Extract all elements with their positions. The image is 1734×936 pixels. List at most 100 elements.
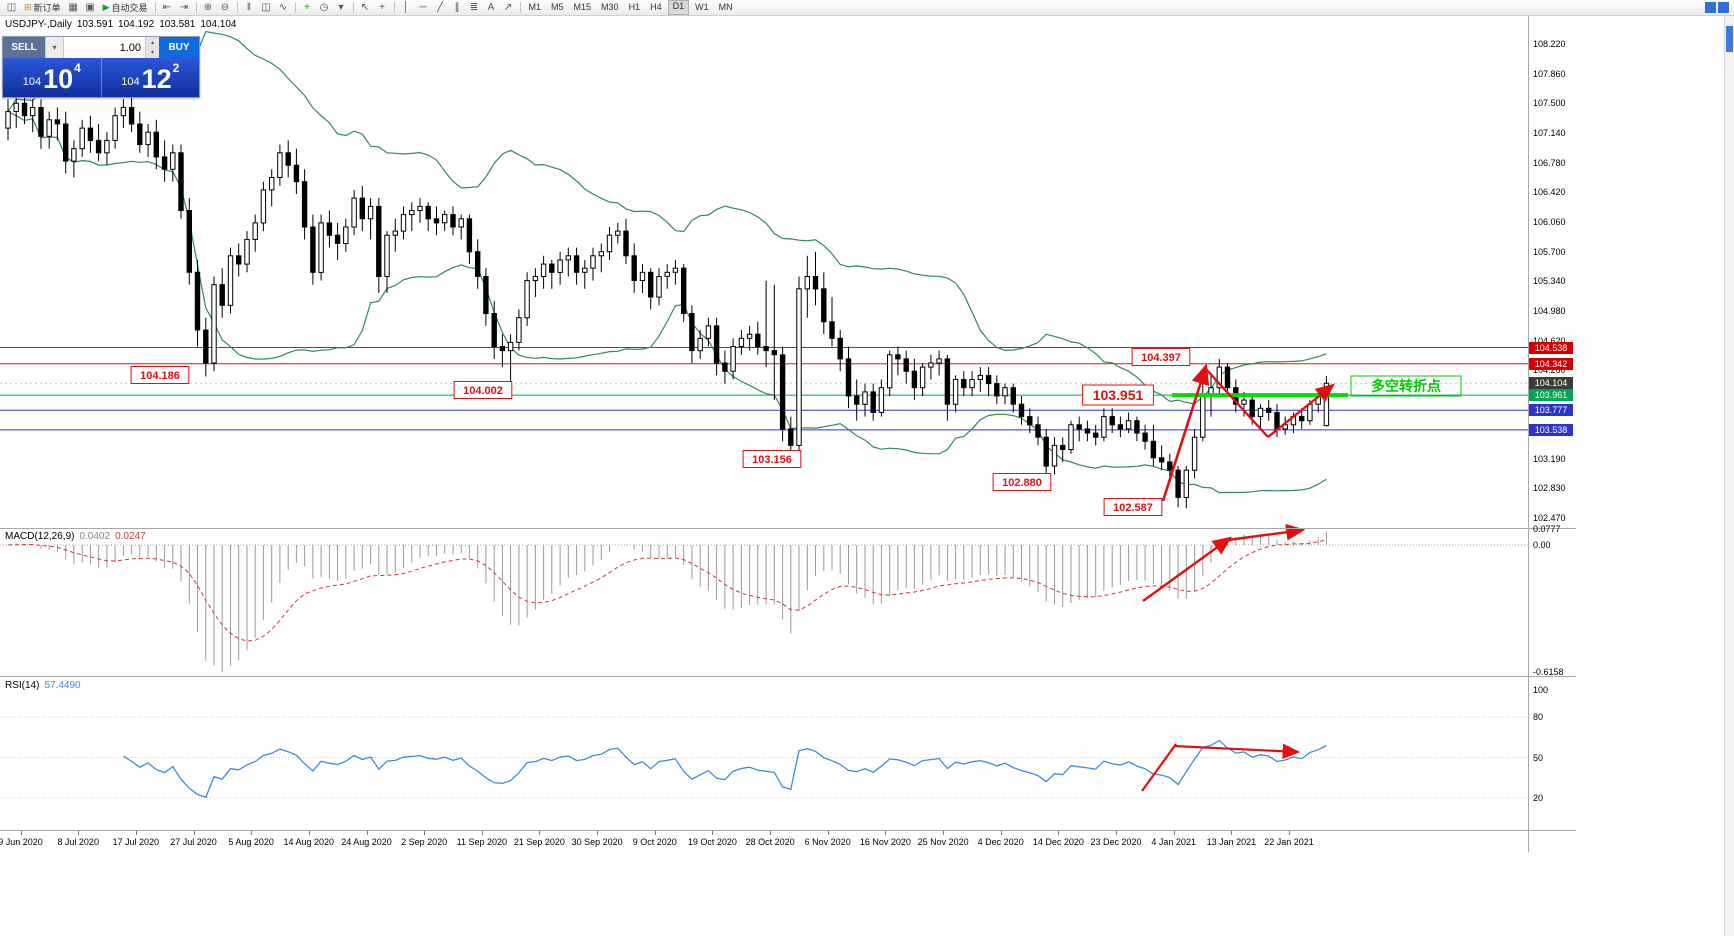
time-axis-tick [827, 831, 829, 835]
time-axis-label[interactable]: 8 Jul 2020 [57, 837, 99, 847]
timeframe-h1[interactable]: H1 [628, 2, 641, 12]
period-icon[interactable]: ◷ [317, 1, 332, 14]
time-axis-label[interactable]: 23 Dec 2020 [1090, 837, 1142, 847]
time-axis-label[interactable]: 13 Jan 2021 [1206, 837, 1257, 847]
channel-icon[interactable]: ∥ [450, 1, 465, 14]
timeframe-m30[interactable]: M30 [601, 2, 619, 12]
candlestick-chart-icon[interactable]: ◫ [259, 1, 274, 14]
new-order-button[interactable]: ⊞ 新订单 [21, 1, 64, 14]
sell-price-pips: 10 [43, 64, 74, 94]
macd-main-value: 0.0402 [79, 531, 111, 542]
time-axis-tick [20, 831, 22, 835]
chart-windows-icon[interactable]: ▣ [83, 1, 98, 14]
time-axis-label[interactable]: 5 Aug 2020 [228, 837, 274, 847]
sell-button[interactable]: SELL [3, 37, 45, 58]
time-axis-tick [1289, 831, 1290, 835]
time-axis-label[interactable]: 9 Jun 2020 [0, 837, 43, 847]
horizontal-line-icon[interactable]: ─ [416, 1, 431, 14]
new-chart-icon[interactable]: ◫ [4, 1, 19, 14]
timeframe-m5[interactable]: M5 [551, 2, 564, 12]
price-axis-label: 102.830 [1533, 483, 1566, 494]
time-axis-label[interactable]: 6 Nov 2020 [804, 837, 851, 847]
scroll-to-start-icon[interactable]: ⇤ [160, 1, 175, 14]
line-chart-icon[interactable]: ∿ [276, 1, 291, 14]
price-level-lines [0, 347, 1528, 431]
cursor-icon: ↖ [360, 2, 370, 13]
buy-button[interactable]: BUY [159, 37, 199, 58]
zoom-in-icon[interactable]: ⊕ [201, 1, 216, 14]
volume-dropdown[interactable]: ▾ [45, 37, 63, 58]
timeframe-w1[interactable]: W1 [695, 2, 709, 12]
time-axis-label[interactable]: 21 Sep 2020 [513, 837, 565, 847]
volume-input[interactable]: 1.00 [63, 37, 145, 58]
window-restore-icon[interactable] [1705, 2, 1716, 13]
arrow-object-icon[interactable]: ↗ [501, 1, 516, 14]
autotrade-button[interactable]: ▶ 自动交易 [100, 1, 151, 14]
toolbar-separator [294, 2, 296, 13]
template-icon[interactable]: ▾ [334, 1, 349, 14]
time-axis-tick [712, 831, 714, 835]
bar-chart-icon[interactable]: ǁ [242, 1, 257, 14]
macd-panel-divider[interactable] [0, 528, 1576, 529]
timeframe-buttons: M1 M5 M15 M30 H1 H4 D1 W1 MN [524, 0, 738, 15]
macd-indicator-label: MACD(12,26,9) 0.0402 0.0247 [5, 531, 151, 542]
time-axis-label[interactable]: 17 Jul 2020 [112, 837, 160, 847]
rsi-panel-divider[interactable] [0, 676, 1576, 677]
volume-down-icon[interactable]: ▾ [146, 47, 159, 58]
sell-price-point: 4 [74, 61, 81, 75]
open-value: 103.591 [76, 19, 114, 30]
close-value: 104.104 [200, 19, 237, 30]
crosshair-icon[interactable]: + [375, 1, 390, 14]
template-icon: ▾ [338, 2, 344, 13]
time-axis-label[interactable]: 30 Sep 2020 [571, 837, 623, 847]
price-axis[interactable]: 108.220 107.860 107.500 107.140 106.780 106.4… [1528, 16, 1576, 832]
scroll-to-end-icon[interactable]: ⇥ [177, 1, 192, 14]
buy-price-display[interactable]: 104 12 2 [100, 58, 200, 97]
timeframe-m15[interactable]: M15 [573, 2, 592, 12]
chart-canvas[interactable]: 104.186 104.002 104.397 103.951 103.156 102.8… [0, 16, 1734, 936]
buy-price-pips: 12 [141, 64, 172, 94]
time-axis-label[interactable]: 24 Aug 2020 [341, 837, 392, 847]
fibonacci-icon[interactable]: ≣ [467, 1, 482, 14]
timeframe-d1[interactable]: D1 [667, 0, 690, 15]
time-axis[interactable]: 9 Jun 2020 8 Jul 2020 17 Jul 2020 27 Jul 20… [0, 831, 1576, 853]
zoom-out-icon[interactable]: ⊖ [218, 1, 233, 14]
cursor-icon[interactable]: ↖ [358, 1, 373, 14]
window-menu-icon[interactable] [1718, 2, 1729, 13]
vertical-scrollbar[interactable] [1724, 16, 1734, 936]
time-axis-label[interactable]: 9 Oct 2020 [632, 837, 677, 847]
time-axis-label[interactable]: 28 Oct 2020 [745, 837, 795, 847]
indicators-icon[interactable]: + [300, 1, 315, 14]
scrollbar-thumb[interactable] [1726, 26, 1733, 52]
time-axis-label[interactable]: 22 Jan 2021 [1264, 837, 1314, 847]
chart-profiles-icon[interactable]: ▦ [66, 1, 81, 14]
time-axis-label[interactable]: 27 Jul 2020 [170, 837, 217, 847]
time-axis-label[interactable]: 14 Dec 2020 [1032, 837, 1084, 847]
sell-price-display[interactable]: 104 10 4 [3, 58, 101, 97]
timeframe-m1[interactable]: M1 [528, 2, 542, 12]
macd-name: MACD(12,26,9) [5, 531, 75, 542]
time-axis-label[interactable]: 14 Aug 2020 [283, 837, 335, 847]
time-axis-label[interactable]: 19 Oct 2020 [687, 837, 737, 847]
rsi-panel-plot [0, 716, 1528, 799]
svg-text:103.156: 103.156 [752, 454, 792, 466]
text-label-icon[interactable]: A [484, 1, 499, 14]
time-axis-label[interactable]: 25 Nov 2020 [917, 837, 969, 847]
time-axis-label[interactable]: 4 Dec 2020 [977, 837, 1024, 847]
volume-stepper[interactable]: ▴ ▾ [145, 37, 159, 58]
price-axis-highlight: 104.104 [1529, 377, 1573, 390]
candles [5, 91, 1330, 509]
time-axis-label[interactable]: 11 Sep 2020 [456, 837, 507, 847]
arrow-object-icon: ↗ [503, 2, 513, 13]
timeframe-mn[interactable]: MN [718, 2, 733, 12]
time-axis-label[interactable]: 16 Nov 2020 [859, 837, 911, 847]
vertical-line-icon[interactable]: │ [399, 1, 414, 14]
buy-price-point: 2 [172, 61, 180, 75]
time-axis-label[interactable]: 2 Sep 2020 [401, 837, 448, 847]
volume-up-icon[interactable]: ▴ [146, 37, 159, 48]
timeframe-h4[interactable]: H4 [650, 2, 662, 12]
svg-text:104.186: 104.186 [140, 370, 180, 382]
time-axis-label[interactable]: 4 Jan 2021 [1151, 837, 1196, 847]
trendline-icon[interactable]: ╱ [433, 1, 448, 14]
time-axis-tick [1116, 831, 1117, 835]
